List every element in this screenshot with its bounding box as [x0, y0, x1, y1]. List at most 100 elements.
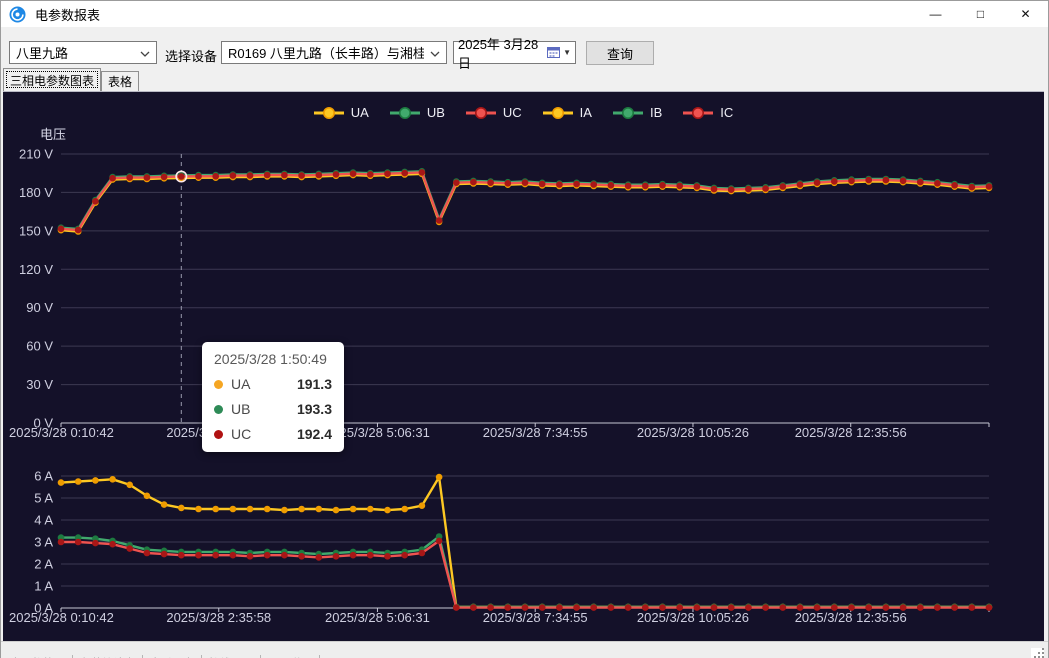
data-point-uc[interactable]	[109, 174, 116, 182]
data-point-uc[interactable]	[951, 182, 958, 189]
data-point-ic[interactable]	[710, 604, 718, 611]
tab-three-phase-chart[interactable]: 三相电参数图表	[3, 68, 102, 91]
data-point-uc[interactable]	[642, 182, 649, 190]
data-point-uc[interactable]	[676, 182, 683, 190]
data-point-uc[interactable]	[212, 173, 219, 180]
data-point-uc[interactable]	[710, 185, 718, 193]
data-point-ia[interactable]	[332, 506, 340, 514]
data-point-ic[interactable]	[934, 604, 941, 611]
data-point-uc[interactable]	[470, 178, 477, 186]
data-point-uc[interactable]	[349, 170, 357, 177]
data-point-uc[interactable]	[92, 198, 99, 205]
data-point-uc[interactable]	[831, 178, 838, 185]
legend-item-ib[interactable]: IB	[612, 105, 662, 120]
data-point-ic[interactable]	[917, 604, 924, 611]
data-point-uc[interactable]	[538, 180, 546, 188]
data-point-uc[interactable]	[796, 181, 804, 188]
data-point-uc[interactable]	[418, 169, 426, 176]
data-point-uc[interactable]	[917, 178, 924, 186]
data-point-uc[interactable]	[384, 170, 391, 177]
data-point-uc[interactable]	[367, 171, 374, 178]
data-point-ic[interactable]	[384, 553, 391, 560]
minimize-button[interactable]: —	[929, 7, 942, 21]
data-point-ia[interactable]	[143, 492, 151, 500]
data-point-ic[interactable]	[418, 549, 426, 557]
data-point-ic[interactable]	[521, 604, 529, 611]
legend-item-uc[interactable]: UC	[465, 105, 522, 120]
data-point-ic[interactable]	[246, 553, 254, 560]
data-point-ic[interactable]	[435, 537, 443, 545]
data-point-uc[interactable]	[968, 183, 976, 191]
data-point-ic[interactable]	[573, 604, 580, 611]
data-point-uc[interactable]	[882, 176, 890, 184]
data-point-uc[interactable]	[487, 179, 494, 186]
data-point-ia[interactable]	[195, 505, 202, 513]
data-point-ia[interactable]	[349, 505, 357, 513]
data-point-uc[interactable]	[848, 177, 855, 185]
data-point-ia[interactable]	[315, 505, 323, 513]
query-button[interactable]: 查询	[586, 41, 654, 65]
data-point-ia[interactable]	[109, 476, 116, 483]
data-point-uc[interactable]	[521, 179, 529, 186]
data-point-uc[interactable]	[934, 180, 941, 187]
data-point-ic[interactable]	[556, 604, 563, 611]
data-point-ic[interactable]	[332, 553, 340, 560]
data-point-ia[interactable]	[435, 473, 443, 481]
data-point-ic[interactable]	[57, 538, 65, 546]
data-point-ia[interactable]	[246, 505, 254, 513]
data-point-uc[interactable]	[659, 182, 666, 189]
data-point-ic[interactable]	[126, 545, 133, 552]
date-picker[interactable]: 2025年 3月28日 ▼	[453, 37, 576, 71]
data-point-ia[interactable]	[74, 478, 82, 485]
data-point-ia[interactable]	[281, 506, 288, 514]
data-point-ic[interactable]	[745, 604, 752, 611]
data-point-ic[interactable]	[487, 604, 494, 611]
legend-item-ub[interactable]: UB	[389, 105, 445, 120]
data-point-uc[interactable]	[246, 172, 254, 179]
clipped-button-label[interactable]: 问题说明	[261, 655, 320, 658]
data-point-ic[interactable]	[693, 604, 701, 611]
data-point-uc[interactable]	[401, 169, 409, 177]
data-point-uc[interactable]	[263, 171, 271, 179]
data-point-ic[interactable]	[504, 604, 512, 611]
tab-table[interactable]: 表格	[101, 71, 140, 91]
data-point-ic[interactable]	[899, 604, 907, 611]
data-point-ic[interactable]	[160, 550, 168, 558]
data-point-uc[interactable]	[899, 177, 907, 185]
data-point-uc[interactable]	[315, 171, 323, 179]
data-point-ic[interactable]	[796, 604, 804, 611]
data-point-uc[interactable]	[195, 173, 202, 180]
data-point-ic[interactable]	[178, 551, 185, 559]
data-point-ic[interactable]	[109, 540, 116, 548]
data-point-uc[interactable]	[332, 171, 340, 178]
data-point-ic[interactable]	[659, 604, 666, 611]
maximize-button[interactable]: □	[976, 7, 985, 21]
data-point-uc[interactable]	[281, 171, 288, 179]
data-point-ic[interactable]	[367, 551, 374, 559]
data-point-uc[interactable]	[745, 185, 752, 193]
data-point-uc[interactable]	[298, 172, 305, 179]
legend-item-ia[interactable]: IA	[542, 105, 592, 120]
data-point-ic[interactable]	[779, 604, 787, 611]
data-point-uc[interactable]	[624, 182, 632, 190]
data-point-ic[interactable]	[676, 604, 683, 611]
data-point-ia[interactable]	[367, 505, 374, 513]
data-point-ia[interactable]	[160, 501, 168, 508]
data-point-ic[interactable]	[985, 604, 993, 611]
data-point-uc[interactable]	[727, 186, 735, 193]
data-point-uc[interactable]	[985, 183, 993, 190]
data-point-ic[interactable]	[74, 538, 82, 546]
data-point-ic[interactable]	[470, 604, 477, 611]
device-combobox[interactable]: R0169 八里九路（长丰路）与湘桂线交	[221, 41, 447, 64]
area-combobox[interactable]: 八里九路	[9, 41, 157, 64]
data-point-ic[interactable]	[590, 604, 597, 611]
data-point-ic[interactable]	[882, 604, 890, 611]
data-point-ic[interactable]	[315, 554, 323, 561]
data-point-ia[interactable]	[384, 506, 391, 514]
data-point-ia[interactable]	[298, 505, 305, 513]
data-point-ia[interactable]	[92, 477, 99, 484]
data-point-ic[interactable]	[212, 551, 219, 559]
data-point-uc[interactable]	[590, 181, 597, 188]
data-point-uc[interactable]	[607, 182, 615, 189]
data-point-uc[interactable]	[160, 173, 168, 181]
